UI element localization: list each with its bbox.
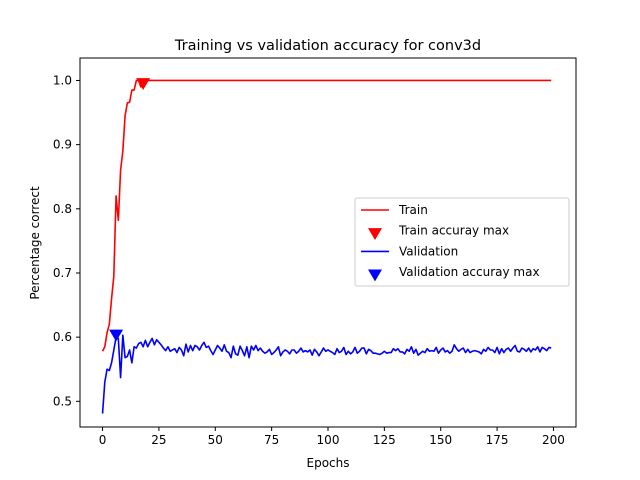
y-tick-label: 0.7 <box>53 266 72 280</box>
x-axis-ticks: 0 25 50 75 100 125 150 175 200 <box>99 427 565 447</box>
legend-label: Validation accuray max <box>399 265 540 279</box>
x-tick-label: 50 <box>208 433 223 447</box>
chart-title: Training vs validation accuracy for conv… <box>174 38 481 54</box>
legend-label: Train accuray max <box>398 224 509 238</box>
y-axis-ticks: 0.5 0.6 0.7 0.8 0.9 1.0 <box>53 73 80 408</box>
y-tick-label: 1.0 <box>53 73 72 87</box>
legend-swatch-marker <box>368 228 382 240</box>
x-tick-label: 75 <box>264 433 279 447</box>
legend-swatch-marker <box>368 269 382 282</box>
x-tick-label: 175 <box>486 433 509 447</box>
x-tick-label: 100 <box>317 433 340 447</box>
x-tick-label: 0 <box>99 433 107 447</box>
legend-label: Validation <box>399 244 458 258</box>
x-tick-label: 150 <box>429 433 452 447</box>
plot-frame <box>79 57 577 428</box>
legend-box <box>354 197 570 287</box>
series-line-2 <box>101 334 552 414</box>
y-tick-label: 0.6 <box>53 330 72 344</box>
y-tick-label: 0.8 <box>53 202 72 216</box>
series-marker-3 <box>109 329 124 342</box>
y-axis-label: Percentage correct <box>28 186 42 300</box>
plot-area <box>101 78 552 414</box>
series-marker-1 <box>136 78 151 90</box>
y-tick-label: 0.9 <box>53 138 72 152</box>
y-tick-label: 0.5 <box>53 394 72 408</box>
x-axis-label: Epochs <box>307 456 350 470</box>
legend: Train Train accuray max Validation Validati… <box>354 197 570 287</box>
x-tick-label: 125 <box>373 433 396 447</box>
x-tick-label: 200 <box>542 433 565 447</box>
legend-label: Train <box>398 203 428 217</box>
x-tick-label: 25 <box>151 433 166 447</box>
